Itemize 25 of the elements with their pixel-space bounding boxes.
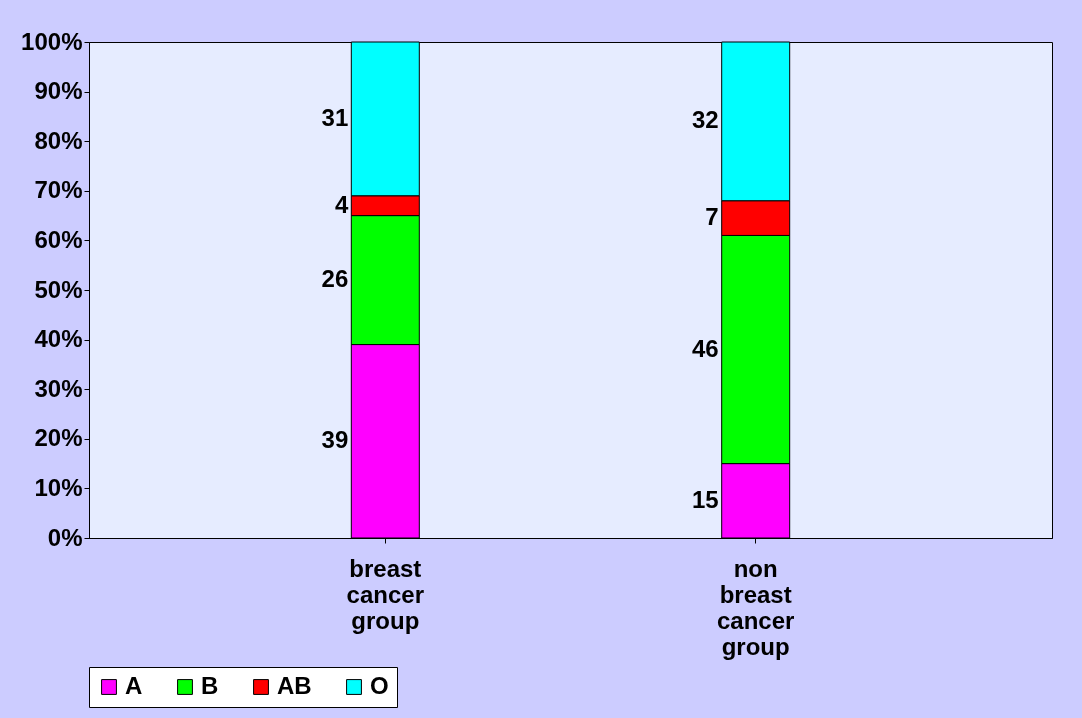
y-tick-label: 30%	[34, 374, 83, 402]
data-label: 26	[321, 265, 349, 293]
y-tick-label: 20%	[34, 424, 83, 452]
x-tick-label: breast cancer group	[346, 554, 424, 634]
y-tick-label: 100%	[21, 27, 83, 55]
y-tick-label: 40%	[34, 325, 83, 353]
legend-label: O	[370, 672, 389, 699]
y-tick-label: 10%	[34, 473, 83, 501]
y-tick-label: 80%	[34, 126, 83, 154]
data-label: 4	[334, 190, 349, 218]
y-tick-label: 70%	[34, 176, 83, 204]
data-label: 39	[321, 426, 349, 454]
y-tick-label: 0%	[47, 523, 83, 551]
legend-label: A	[125, 672, 143, 699]
y-tick-label: 60%	[34, 225, 83, 253]
data-label: 15	[691, 485, 719, 513]
legend-label: AB	[277, 672, 312, 699]
y-tick-label: 90%	[34, 77, 83, 105]
data-label: 7	[705, 203, 719, 231]
y-tick-label: 50%	[34, 275, 83, 303]
data-label: 31	[321, 103, 349, 131]
x-tick-label: non breast cancer group	[717, 554, 795, 660]
data-label: 46	[691, 334, 719, 362]
data-label: 32	[691, 106, 719, 134]
legend-label: B	[201, 672, 219, 699]
